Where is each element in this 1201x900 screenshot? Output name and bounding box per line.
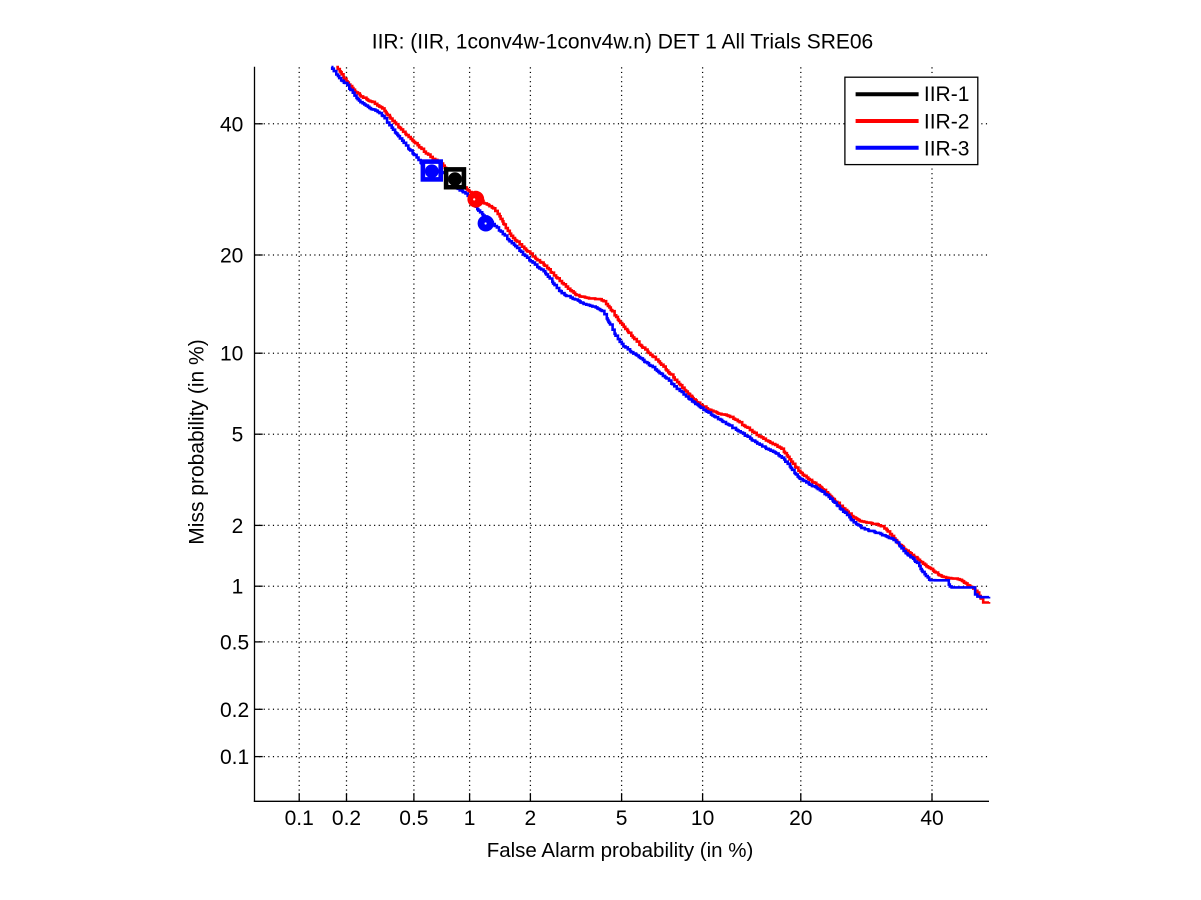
- svg-text:5: 5: [616, 807, 628, 830]
- svg-text:0.2: 0.2: [332, 807, 361, 830]
- svg-text:20: 20: [220, 245, 243, 268]
- svg-text:40: 40: [920, 807, 943, 830]
- svg-text:0.5: 0.5: [220, 631, 249, 654]
- svg-text:IIR-3: IIR-3: [924, 138, 970, 161]
- svg-text:IIR-2: IIR-2: [924, 110, 970, 133]
- svg-text:10: 10: [691, 807, 714, 830]
- svg-text:2: 2: [232, 515, 244, 538]
- svg-text:40: 40: [220, 113, 243, 136]
- svg-text:0.1: 0.1: [285, 807, 314, 830]
- svg-text:20: 20: [789, 807, 812, 830]
- svg-text:IIR-1: IIR-1: [924, 83, 970, 106]
- svg-text:10: 10: [220, 343, 243, 366]
- svg-text:Miss probability (in %): Miss probability (in %): [186, 339, 209, 544]
- svg-text:5: 5: [232, 424, 244, 447]
- svg-text:0.2: 0.2: [220, 699, 249, 722]
- svg-text:0.5: 0.5: [399, 807, 428, 830]
- svg-text:0.1: 0.1: [220, 746, 249, 769]
- svg-text:IIR: (IIR, 1conv4w-1conv4w.n): IIR: (IIR, 1conv4w-1conv4w.n) DET 1 All …: [372, 30, 873, 53]
- svg-text:2: 2: [525, 807, 537, 830]
- svg-text:1: 1: [232, 576, 244, 599]
- svg-text:False Alarm probability (in %): False Alarm probability (in %): [487, 839, 754, 862]
- svg-text:1: 1: [464, 807, 476, 830]
